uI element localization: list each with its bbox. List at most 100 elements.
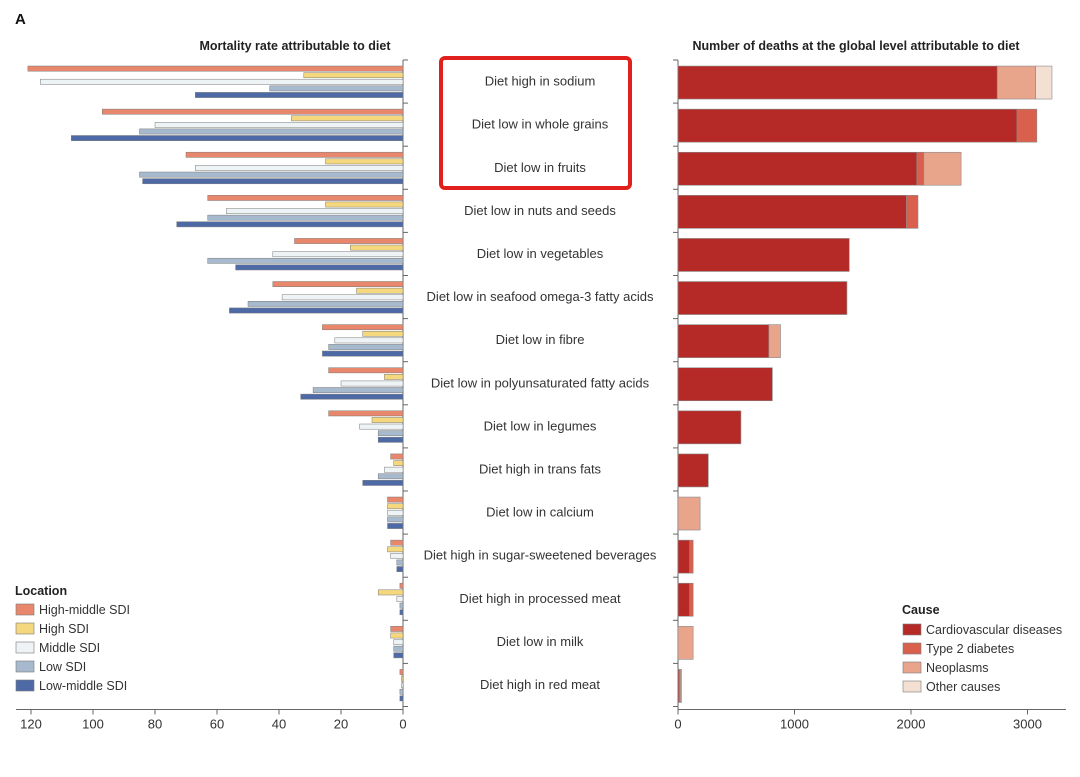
risk-factor-label: Diet low in polyunsaturated fatty acids	[431, 375, 650, 390]
bar-low-sdi-diet-low-in-milk	[393, 645, 404, 652]
cause-legend-title: Cause	[902, 603, 940, 617]
bar-cardiovascular-diseases-diet-high-in-trans-fats	[677, 453, 709, 488]
bar-high-middle-sdi-diet-low-in-calcium	[387, 496, 404, 503]
risk-factor-label: Diet low in legumes	[484, 418, 597, 433]
legend-swatch-high-sdi	[15, 622, 35, 635]
bar-low-middle-sdi-diet-low-in-nuts-and-seeds	[176, 221, 404, 228]
bar-low-middle-sdi-diet-low-in-whole-grains	[71, 135, 404, 141]
bar-high-middle-sdi-diet-high-in-sodium	[27, 65, 404, 72]
bar-low-middle-sdi-diet-low-in-fibre	[322, 350, 404, 357]
legend-swatch-high-middle-sdi	[15, 603, 35, 616]
bar-other-causes-diet-high-in-sodium	[1035, 65, 1053, 100]
risk-factor-label: Diet high in red meat	[480, 677, 600, 692]
bar-high-middle-sdi-diet-low-in-whole-grains	[102, 108, 404, 115]
location-legend: Location High-middle SDI High SDI Middle S…	[15, 584, 130, 693]
bar-cardiovascular-diseases-diet-low-in-fruits	[677, 151, 918, 186]
bar-high-sdi-diet-low-in-nuts-and-seeds	[325, 201, 404, 208]
left-tick-label: 40	[272, 717, 286, 732]
highlight-box	[439, 56, 632, 190]
bar-high-middle-sdi-diet-low-in-fruits	[185, 151, 404, 158]
risk-factor-label: Diet low in nuts and seeds	[464, 203, 616, 218]
bar-low-middle-sdi-diet-high-in-trans-fats	[362, 480, 404, 486]
bar-high-middle-sdi-diet-high-in-processed-meat	[399, 582, 404, 589]
bar-middle-sdi-diet-low-in-milk	[393, 639, 404, 645]
bar-high-middle-sdi-diet-low-in-vegetables	[294, 238, 404, 244]
right-tick-label: 3000	[1013, 717, 1042, 732]
bar-middle-sdi-diet-low-in-fruits	[195, 165, 404, 171]
bar-middle-sdi-diet-low-in-nuts-and-seeds	[226, 208, 404, 214]
bar-high-middle-sdi-diet-low-in-milk	[390, 626, 404, 632]
bar-low-sdi-diet-low-in-legumes	[377, 430, 404, 437]
legend-label-type-2-diabetes: Type 2 diabetes	[926, 642, 1014, 656]
bar-high-sdi-diet-high-in-red-meat	[401, 675, 404, 682]
bar-low-middle-sdi-diet-high-in-red-meat	[399, 695, 404, 702]
legend-swatch-type-2-diabetes	[902, 642, 922, 655]
bar-high-sdi-diet-low-in-vegetables	[350, 244, 404, 251]
bar-high-sdi-diet-low-in-whole-grains	[291, 115, 404, 122]
left-chart-title: Mortality rate attributable to diet	[200, 39, 392, 53]
risk-factor-label: Diet high in trans fats	[479, 461, 602, 476]
bar-cardiovascular-diseases-diet-low-in-whole-grains	[677, 108, 1018, 143]
bar-neoplasms-diet-low-in-calcium	[677, 496, 701, 531]
bar-low-middle-sdi-diet-low-in-fruits	[142, 178, 404, 185]
risk-factor-label: Diet low in fruits	[494, 160, 586, 175]
bar-low-sdi-diet-low-in-polyunsaturated-fatty-acids	[312, 387, 404, 393]
bar-middle-sdi-diet-low-in-polyunsaturated-fatty-acids	[340, 380, 404, 387]
bar-low-middle-sdi-diet-low-in-seafood-omega-3-fatty-acids	[229, 307, 404, 314]
bar-cardiovascular-diseases-diet-low-in-legumes	[677, 410, 742, 445]
bar-high-middle-sdi-diet-low-in-nuts-and-seeds	[207, 195, 404, 201]
bar-cardiovascular-diseases-diet-low-in-nuts-and-seeds	[677, 195, 907, 229]
risk-factor-label: Diet low in seafood omega-3 fatty acids	[427, 289, 654, 304]
bar-high-middle-sdi-diet-low-in-fibre	[322, 324, 404, 331]
bar-high-sdi-diet-high-in-trans-fats	[393, 460, 404, 466]
bar-cardiovascular-diseases-diet-low-in-fibre	[677, 324, 770, 358]
bar-neoplasms-diet-low-in-milk	[677, 626, 694, 660]
risk-factor-label: Diet low in vegetables	[477, 246, 604, 261]
bar-high-middle-sdi-diet-low-in-legumes	[328, 410, 404, 417]
right-tick-label: 2000	[897, 717, 926, 732]
bar-low-middle-sdi-diet-high-in-sodium	[195, 92, 404, 98]
bar-middle-sdi-diet-low-in-fibre	[334, 337, 404, 344]
bar-middle-sdi-diet-low-in-seafood-omega-3-fatty-acids	[281, 294, 404, 301]
bar-neoplasms-diet-low-in-fruits	[923, 151, 962, 186]
bar-low-sdi-diet-low-in-whole-grains	[139, 128, 404, 135]
bar-low-middle-sdi-diet-low-in-calcium	[387, 523, 404, 529]
bar-high-sdi-diet-low-in-seafood-omega-3-fatty-acids	[356, 287, 404, 294]
risk-factor-label: Diet low in fibre	[496, 332, 585, 347]
legend-label-other-causes: Other causes	[926, 680, 1000, 694]
bar-high-sdi-diet-low-in-milk	[390, 632, 404, 639]
bar-low-sdi-diet-low-in-calcium	[387, 516, 404, 523]
legend-label-cardiovascular-diseases: Cardiovascular diseases	[926, 623, 1062, 637]
bar-neoplasms-diet-low-in-fibre	[768, 324, 781, 358]
legend-label-high-sdi: High SDI	[39, 622, 89, 636]
bar-type-2-diabetes-diet-low-in-fruits	[916, 151, 925, 186]
left-tick-label: 80	[148, 717, 162, 732]
left-tick-label: 20	[334, 717, 348, 732]
bar-low-middle-sdi-diet-low-in-polyunsaturated-fatty-acids	[300, 393, 404, 400]
bar-cardiovascular-diseases-diet-high-in-processed-meat	[677, 582, 690, 617]
bar-cardiovascular-diseases-diet-low-in-seafood-omega-3-fatty-acids	[677, 281, 848, 315]
right-bars	[677, 65, 1053, 703]
bar-cardiovascular-diseases-diet-high-in-sugar-sweetened-beverages	[677, 539, 690, 574]
left-bars	[27, 65, 404, 702]
bar-type-2-diabetes-diet-low-in-nuts-and-seeds	[906, 195, 919, 229]
legend-swatch-neoplasms	[902, 661, 922, 674]
bar-high-sdi-diet-low-in-polyunsaturated-fatty-acids	[384, 374, 404, 380]
bar-middle-sdi-diet-low-in-vegetables	[272, 251, 404, 258]
bar-high-middle-sdi-diet-low-in-seafood-omega-3-fatty-acids	[272, 281, 404, 287]
bar-low-sdi-diet-high-in-trans-fats	[377, 473, 404, 480]
bar-high-sdi-diet-high-in-sodium	[303, 72, 404, 79]
legend-label-low-sdi: Low SDI	[39, 660, 86, 674]
cause-legend: Cause Cardiovascular diseases Type 2 diab…	[902, 603, 1062, 694]
bar-middle-sdi-diet-high-in-processed-meat	[396, 596, 404, 602]
panel-letter: A	[15, 11, 26, 28]
bar-middle-sdi-diet-high-in-sugar-sweetened-beverages	[390, 553, 404, 559]
bar-low-sdi-diet-high-in-processed-meat	[399, 602, 404, 609]
legend-swatch-cardiovascular-diseases	[902, 623, 922, 636]
bar-high-sdi-diet-low-in-fibre	[362, 330, 404, 337]
bar-low-middle-sdi-diet-low-in-milk	[393, 652, 404, 659]
bar-middle-sdi-diet-high-in-red-meat	[401, 682, 404, 689]
bar-middle-sdi-diet-high-in-trans-fats	[384, 466, 404, 473]
bar-low-sdi-diet-high-in-sugar-sweetened-beverages	[396, 559, 404, 566]
